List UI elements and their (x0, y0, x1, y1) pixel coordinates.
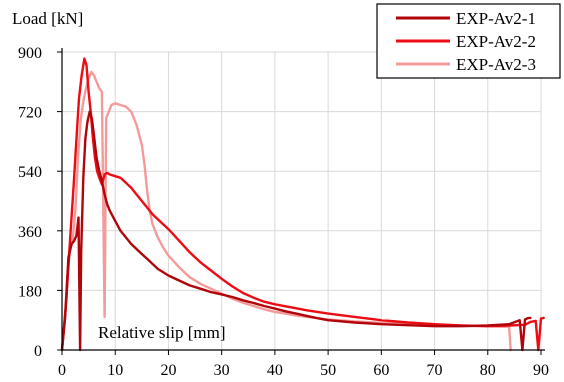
axes-layer (61, 48, 545, 351)
legend-label-3: EXP-Av2-3 (456, 55, 536, 74)
x-tick-label-5: 50 (320, 362, 336, 379)
y-tick-label-5: 900 (18, 45, 42, 62)
legend-label-1: EXP-Av2-1 (456, 9, 536, 28)
x-tick-label-6: 60 (373, 362, 389, 379)
x-tick-label-3: 30 (214, 362, 230, 379)
x-tick-label-4: 40 (267, 362, 283, 379)
x-tick-label-1: 10 (107, 362, 123, 379)
x-tick-label-9: 90 (533, 362, 549, 379)
y-tick-labels: 0 180 360 540 720 900 (18, 45, 62, 360)
y-tick-label-4: 720 (18, 105, 42, 122)
y-axis-label: Load [kN] (12, 9, 83, 28)
y-tick-label-2: 360 (18, 224, 42, 241)
x-tick-label-7: 70 (427, 362, 443, 379)
x-tick-label-0: 0 (58, 362, 66, 379)
x-tick-label-2: 20 (160, 362, 176, 379)
y-tick-label-0: 0 (34, 343, 42, 360)
legend: EXP-Av2-1 EXP-Av2-2 EXP-Av2-3 (376, 3, 561, 79)
y-tick-label-3: 540 (18, 164, 42, 181)
series-layer (60, 57, 545, 352)
y-tick-label-1: 180 (18, 283, 42, 300)
x-tick-label-8: 80 (480, 362, 496, 379)
legend-label-2: EXP-Av2-2 (456, 32, 536, 51)
x-tick-labels: 0 10 20 30 40 50 60 70 80 90 (58, 350, 549, 379)
series-line-2 (60, 57, 545, 352)
grid-vertical (114, 52, 542, 350)
series-line-1 (60, 110, 532, 352)
grid-horizontal (62, 51, 541, 291)
x-axis-label: Relative slip [mm] (98, 323, 225, 342)
